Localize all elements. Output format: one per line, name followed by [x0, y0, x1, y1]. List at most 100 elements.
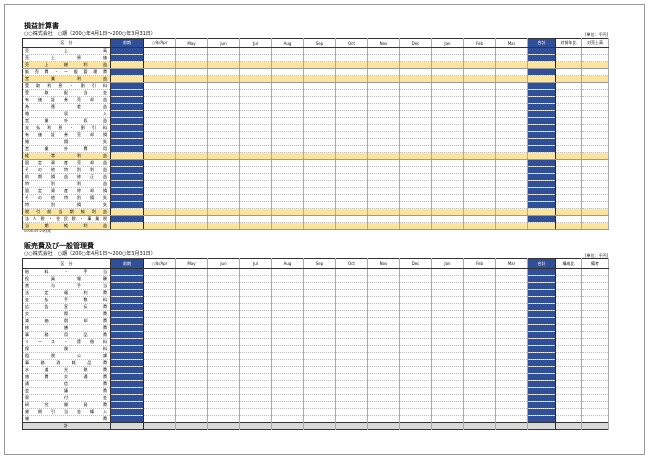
- value-cell[interactable]: [271, 117, 304, 125]
- value-cell[interactable]: [527, 145, 556, 153]
- value-cell[interactable]: [431, 331, 464, 339]
- value-cell[interactable]: [239, 173, 272, 181]
- value-cell[interactable]: [143, 359, 176, 367]
- value-cell[interactable]: [335, 75, 368, 83]
- value-cell[interactable]: [143, 89, 176, 97]
- value-cell[interactable]: [495, 96, 528, 104]
- value-cell[interactable]: [555, 215, 582, 223]
- value-cell[interactable]: [143, 415, 176, 423]
- value-cell[interactable]: [367, 180, 400, 188]
- value-cell[interactable]: [367, 124, 400, 132]
- value-cell[interactable]: [495, 110, 528, 118]
- value-cell[interactable]: [207, 68, 240, 76]
- value-cell[interactable]: [555, 96, 582, 104]
- value-cell[interactable]: [175, 173, 208, 181]
- value-cell[interactable]: [555, 131, 582, 139]
- value-cell[interactable]: [335, 352, 368, 360]
- value-cell[interactable]: [335, 422, 368, 430]
- value-cell[interactable]: [239, 275, 272, 283]
- value-cell[interactable]: [335, 201, 368, 209]
- value-cell[interactable]: [431, 296, 464, 304]
- value-cell[interactable]: [581, 96, 609, 104]
- value-cell[interactable]: [555, 366, 582, 374]
- value-cell[interactable]: [110, 275, 144, 283]
- value-cell[interactable]: [110, 303, 144, 311]
- value-cell[interactable]: [143, 166, 176, 174]
- value-cell[interactable]: [143, 180, 176, 188]
- value-cell[interactable]: [303, 282, 336, 290]
- value-cell[interactable]: [110, 222, 144, 230]
- value-cell[interactable]: [239, 75, 272, 83]
- value-cell[interactable]: [555, 159, 582, 167]
- value-cell[interactable]: [527, 117, 556, 125]
- value-cell[interactable]: [239, 124, 272, 132]
- value-cell[interactable]: [463, 310, 496, 318]
- value-cell[interactable]: [271, 408, 304, 416]
- value-cell[interactable]: [367, 394, 400, 402]
- value-cell[interactable]: [527, 152, 556, 160]
- value-cell[interactable]: [367, 331, 400, 339]
- value-cell[interactable]: [207, 268, 240, 276]
- value-cell[interactable]: [207, 289, 240, 297]
- value-cell[interactable]: [271, 324, 304, 332]
- value-cell[interactable]: [431, 47, 464, 55]
- value-cell[interactable]: [399, 275, 432, 283]
- value-cell[interactable]: [239, 89, 272, 97]
- value-cell[interactable]: [175, 422, 208, 430]
- value-cell[interactable]: [175, 110, 208, 118]
- value-cell[interactable]: [143, 222, 176, 230]
- value-cell[interactable]: [303, 152, 336, 160]
- value-cell[interactable]: [110, 373, 144, 381]
- value-cell[interactable]: [581, 124, 609, 132]
- value-cell[interactable]: [555, 47, 582, 55]
- value-cell[interactable]: [463, 373, 496, 381]
- value-cell[interactable]: [431, 373, 464, 381]
- value-cell[interactable]: [143, 117, 176, 125]
- value-cell[interactable]: [527, 422, 556, 430]
- value-cell[interactable]: [555, 345, 582, 353]
- value-cell[interactable]: [399, 324, 432, 332]
- value-cell[interactable]: [207, 131, 240, 139]
- value-cell[interactable]: [175, 152, 208, 160]
- value-cell[interactable]: [271, 401, 304, 409]
- value-cell[interactable]: [335, 303, 368, 311]
- value-cell[interactable]: [431, 352, 464, 360]
- value-cell[interactable]: [399, 47, 432, 55]
- value-cell[interactable]: [207, 338, 240, 346]
- value-cell[interactable]: [175, 303, 208, 311]
- value-cell[interactable]: [303, 275, 336, 283]
- value-cell[interactable]: [335, 222, 368, 230]
- value-cell[interactable]: [463, 138, 496, 146]
- value-cell[interactable]: [555, 310, 582, 318]
- value-cell[interactable]: [110, 138, 144, 146]
- value-cell[interactable]: [367, 282, 400, 290]
- value-cell[interactable]: [239, 110, 272, 118]
- value-cell[interactable]: [335, 173, 368, 181]
- value-cell[interactable]: [271, 208, 304, 216]
- value-cell[interactable]: [581, 408, 609, 416]
- value-cell[interactable]: [335, 103, 368, 111]
- value-cell[interactable]: [303, 173, 336, 181]
- value-cell[interactable]: [527, 166, 556, 174]
- value-cell[interactable]: [495, 117, 528, 125]
- value-cell[interactable]: [143, 338, 176, 346]
- value-cell[interactable]: [271, 61, 304, 69]
- value-cell[interactable]: [555, 68, 582, 76]
- value-cell[interactable]: [495, 415, 528, 423]
- value-cell[interactable]: [555, 110, 582, 118]
- value-cell[interactable]: [175, 222, 208, 230]
- value-cell[interactable]: [143, 289, 176, 297]
- value-cell[interactable]: [175, 159, 208, 167]
- value-cell[interactable]: [303, 96, 336, 104]
- value-cell[interactable]: [175, 394, 208, 402]
- value-cell[interactable]: [367, 194, 400, 202]
- value-cell[interactable]: [399, 401, 432, 409]
- value-cell[interactable]: [335, 152, 368, 160]
- value-cell[interactable]: [207, 215, 240, 223]
- value-cell[interactable]: [399, 380, 432, 388]
- value-cell[interactable]: [175, 275, 208, 283]
- value-cell[interactable]: [367, 352, 400, 360]
- value-cell[interactable]: [463, 408, 496, 416]
- value-cell[interactable]: [367, 345, 400, 353]
- value-cell[interactable]: [555, 303, 582, 311]
